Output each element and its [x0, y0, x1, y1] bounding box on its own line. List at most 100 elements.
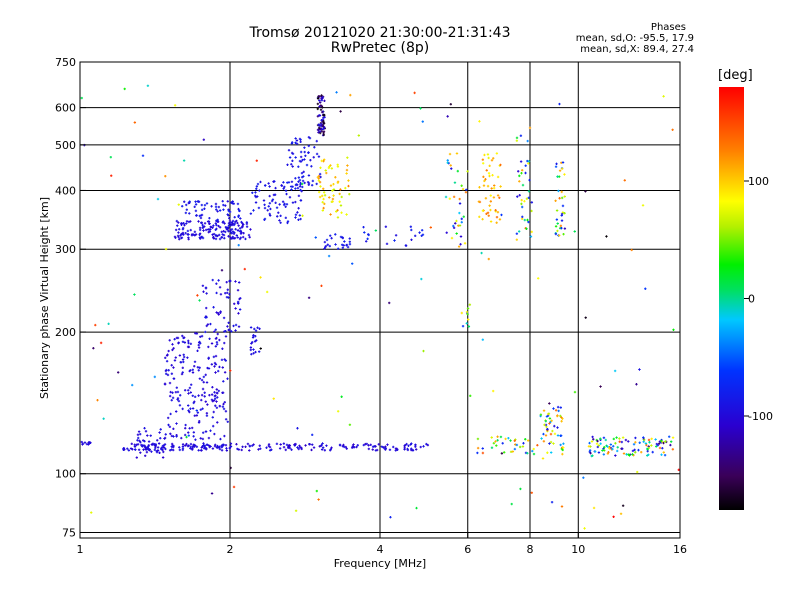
echo-point: [213, 361, 217, 365]
echo-point: [563, 195, 566, 198]
echo-point: [482, 175, 485, 179]
echo-point: [174, 356, 177, 359]
echo-point: [188, 212, 191, 215]
echo-point: [521, 183, 525, 187]
echo-point: [664, 440, 667, 443]
echo-point: [655, 445, 658, 448]
echo-point: [237, 325, 241, 328]
echo-point: [229, 442, 233, 445]
echo-point: [290, 163, 293, 166]
echo-point: [266, 209, 269, 212]
echo-point: [222, 230, 225, 233]
echo-point: [499, 435, 503, 439]
echo-point: [219, 311, 222, 314]
echo-point: [142, 448, 145, 451]
echo-point: [267, 182, 270, 185]
echo-point: [279, 443, 282, 446]
echo-point: [203, 207, 206, 210]
echo-point: [198, 366, 201, 369]
echo-point: [202, 138, 206, 141]
echo-point: [215, 446, 219, 449]
echo-point: [304, 154, 307, 157]
echo-point: [187, 339, 190, 343]
echo-point: [252, 348, 255, 351]
echo-point: [315, 139, 318, 143]
echo-point: [214, 345, 218, 348]
echo-point: [526, 218, 529, 222]
echo-point: [87, 442, 91, 445]
echo-point: [237, 281, 241, 284]
echo-point: [219, 293, 223, 296]
echo-point: [319, 185, 322, 188]
echo-point: [520, 169, 524, 172]
echo-point: [157, 442, 161, 445]
echo-point: [490, 159, 494, 162]
echo-point: [199, 216, 203, 220]
echo-point: [210, 398, 214, 401]
echo-point: [464, 190, 468, 194]
echo-point: [366, 237, 369, 241]
echo-point: [554, 199, 557, 202]
echo-point: [420, 277, 423, 281]
echo-point: [215, 311, 218, 314]
echo-point: [210, 342, 214, 345]
echo-point: [236, 289, 240, 292]
echo-point: [311, 443, 314, 446]
echo-point: [339, 204, 343, 207]
echo-point: [80, 96, 84, 100]
echo-point: [638, 441, 641, 444]
y-tick-label: 400: [55, 184, 76, 197]
echo-point: [496, 435, 499, 438]
echo-point: [298, 444, 301, 448]
echo-point: [491, 174, 494, 177]
echo-point: [298, 178, 302, 182]
echo-point: [269, 207, 272, 211]
echo-point: [346, 245, 350, 249]
echo-point: [392, 445, 395, 449]
echo-point: [553, 424, 556, 428]
echo-point: [492, 157, 495, 160]
echo-point: [332, 188, 336, 191]
phase-stats-heading: Phases: [650, 22, 686, 33]
echo-point: [603, 446, 606, 449]
echo-point: [290, 188, 293, 191]
echo-point: [287, 149, 291, 152]
echo-point: [661, 447, 664, 450]
echo-point: [210, 363, 214, 366]
echo-point: [236, 300, 240, 304]
echo-point: [248, 236, 251, 239]
echo-point: [199, 437, 202, 440]
echo-point: [161, 456, 165, 459]
echo-point: [320, 284, 323, 288]
echo-point: [270, 199, 274, 203]
echo-point: [318, 105, 321, 108]
echo-point: [197, 220, 200, 223]
echo-point: [489, 220, 493, 223]
echo-point: [187, 409, 190, 412]
echo-point: [201, 437, 205, 441]
echo-point: [317, 155, 321, 158]
x-tick-label: 10: [571, 543, 585, 556]
echo-point: [557, 409, 560, 413]
echo-point: [200, 393, 204, 397]
echo-point: [163, 383, 167, 386]
echo-point: [296, 186, 300, 190]
echo-point: [647, 438, 651, 442]
grid-lines: [80, 62, 680, 538]
echo-point: [172, 448, 175, 452]
echo-point: [619, 512, 623, 515]
echo-point: [318, 130, 322, 133]
echo-point: [159, 428, 162, 431]
echo-point: [186, 356, 189, 359]
echo-point: [268, 214, 272, 217]
echo-point: [201, 223, 204, 227]
echo-point: [107, 322, 110, 326]
echo-point: [238, 227, 242, 230]
echo-point: [607, 451, 610, 454]
echo-point: [458, 211, 461, 215]
echo-point: [612, 515, 615, 518]
echo-point: [228, 328, 231, 332]
echo-point: [153, 448, 157, 452]
echo-point: [480, 251, 483, 255]
echo-point: [195, 414, 199, 417]
